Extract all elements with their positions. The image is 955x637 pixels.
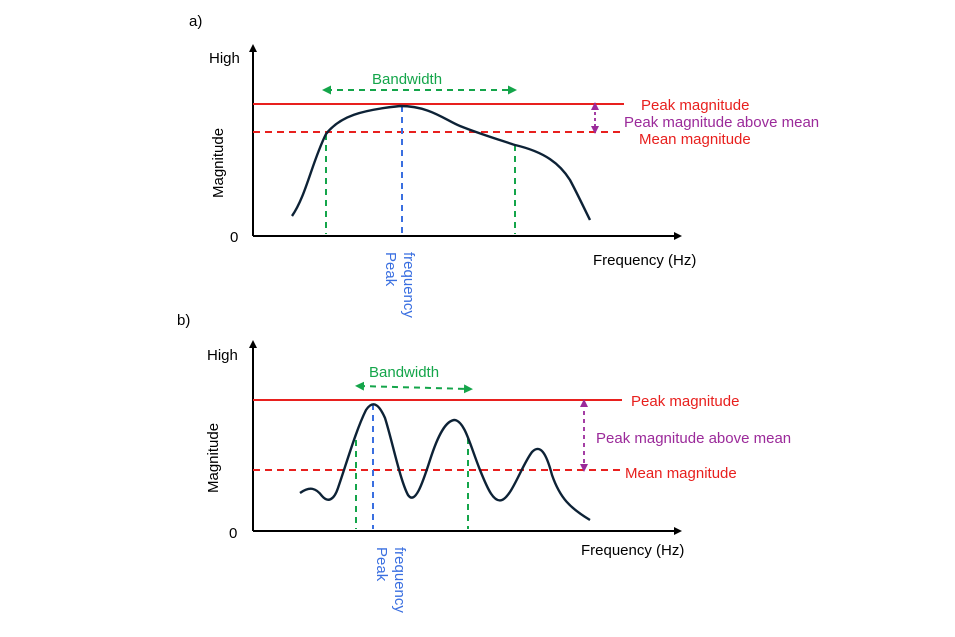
panel-a-spectrum-curve bbox=[291, 104, 592, 221]
panel-a-y-title: Magnitude bbox=[210, 128, 227, 198]
panel-b-y-zero: 0 bbox=[229, 525, 237, 542]
panel-a-y-zero: 0 bbox=[230, 229, 238, 246]
panel-b-peak-frequency-label: Peak frequency bbox=[373, 547, 408, 613]
panel-b-bandwidth-label: Bandwidth bbox=[369, 364, 439, 381]
panel-b-mean-magnitude-label: Mean magnitude bbox=[625, 465, 737, 482]
panel-b-y-title: Magnitude bbox=[205, 423, 222, 493]
panel-a-peak-magnitude-label: Peak magnitude bbox=[641, 97, 749, 114]
panel-a-y-high: High bbox=[209, 50, 240, 67]
panel-a-peak-above-mean-label: Peak magnitude above mean bbox=[624, 114, 819, 131]
panel-b-spectrum-curve bbox=[299, 403, 591, 522]
panel-a-mean-magnitude-label: Mean magnitude bbox=[639, 131, 751, 148]
panel-b-peak-magnitude-label: Peak magnitude bbox=[631, 393, 739, 410]
panel-a-bandwidth-label: Bandwidth bbox=[372, 71, 442, 88]
panel-b-peak-above-mean-label: Peak magnitude above mean bbox=[596, 430, 791, 447]
panel-b-y-high: High bbox=[207, 347, 238, 364]
panel-b-label: b) bbox=[177, 312, 190, 329]
panel-b: b) High 0 Magnitude Frequency (Hz) Bandw… bbox=[177, 312, 791, 613]
panel-b-x-title: Frequency (Hz) bbox=[581, 542, 684, 559]
panel-a-peak-frequency-line1: Peak bbox=[382, 252, 399, 287]
panel-a-peak-frequency-line2: frequency bbox=[400, 252, 417, 318]
panel-a-x-title: Frequency (Hz) bbox=[593, 252, 696, 269]
panel-a: a) High 0 Magnitude Frequency (Hz) Bandw… bbox=[189, 13, 819, 318]
panel-a-label: a) bbox=[189, 13, 202, 30]
panel-b-peak-frequency-line1: Peak bbox=[373, 547, 390, 582]
panel-a-peak-frequency-label: Peak frequency bbox=[382, 252, 417, 318]
panel-b-bandwidth-arrow bbox=[355, 381, 473, 394]
panel-b-peak-frequency-line2: frequency bbox=[391, 547, 408, 613]
